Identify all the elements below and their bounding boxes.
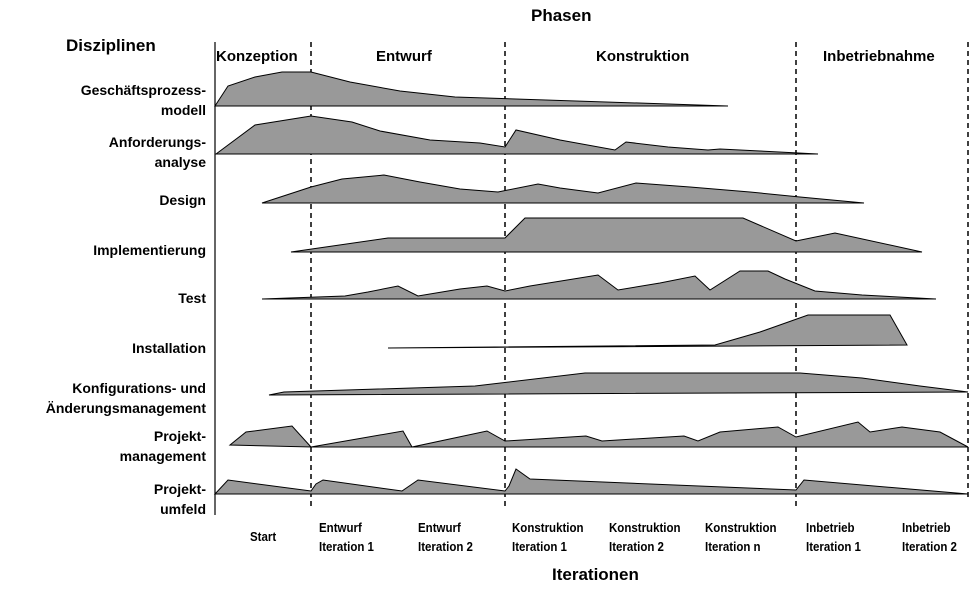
discipline-label-line: modell bbox=[160, 102, 206, 118]
hump-projektmanagement-entwurf bbox=[310, 421, 969, 448]
phase-label-konstruktion: Konstruktion bbox=[596, 48, 690, 65]
phases-title: Phasen bbox=[531, 6, 592, 25]
discipline-label-projektumfeld: Projekt- umfeld bbox=[154, 479, 206, 519]
discipline-label-line: Projekt- bbox=[153, 481, 206, 497]
discipline-label-line: management bbox=[119, 448, 206, 464]
discipline-label-line: Installation bbox=[132, 340, 206, 356]
discipline-label-projektmanagement: Projekt- management bbox=[120, 426, 206, 466]
discipline-label-line: Anforderungs- bbox=[108, 134, 206, 150]
hump-test bbox=[261, 270, 937, 300]
iteration-label-line: Iteration 2 bbox=[902, 540, 957, 554]
phase-label-konzeption: Konzeption bbox=[216, 48, 298, 65]
discipline-label-line: analyse bbox=[154, 154, 206, 170]
iteration-label-inbetrieb-2: Inbetrieb Iteration 2 bbox=[902, 519, 957, 557]
iteration-label-line: Inbetrieb bbox=[806, 521, 855, 535]
iteration-label-inbetrieb-1: Inbetrieb Iteration 1 bbox=[806, 519, 861, 557]
hump-design bbox=[261, 174, 865, 204]
discipline-label-konfigurationsmanagement: Konfigurations- und Änderungsmanagement bbox=[46, 378, 206, 418]
iteration-label-line: Konstruktion bbox=[512, 521, 584, 535]
hump-anforderungsanalyse bbox=[214, 115, 819, 155]
iteration-label-line: Entwurf bbox=[319, 521, 362, 535]
iteration-label-konstruktion-n: Konstruktion Iteration n bbox=[705, 519, 777, 557]
discipline-label-design: Design bbox=[159, 190, 206, 210]
discipline-label-line: Konfigurations- und bbox=[72, 380, 206, 396]
discipline-label-line: Implementierung bbox=[93, 242, 206, 258]
iteration-label-start: Start bbox=[250, 528, 276, 547]
discipline-label-test: Test bbox=[178, 288, 206, 308]
iteration-label-line: Inbetrieb bbox=[902, 521, 951, 535]
hump-konfigurationsmanagement bbox=[268, 372, 969, 396]
iterations-title: Iterationen bbox=[552, 565, 639, 584]
discipline-label-installation: Installation bbox=[132, 338, 206, 358]
discipline-label-line: Geschäftsprozess- bbox=[80, 82, 206, 98]
iteration-label-line: Konstruktion bbox=[609, 521, 681, 535]
discipline-label-line: Projekt- bbox=[153, 428, 206, 444]
iteration-label-line: Iteration 2 bbox=[609, 540, 664, 554]
iteration-label-konstruktion-1: Konstruktion Iteration 1 bbox=[512, 519, 584, 557]
hump-implementierung bbox=[290, 217, 923, 253]
iteration-label-line: Iteration 2 bbox=[418, 540, 473, 554]
discipline-label-line: umfeld bbox=[160, 501, 206, 517]
discipline-label-line: Änderungsmanagement bbox=[45, 400, 206, 416]
iteration-label-line: Iteration n bbox=[705, 540, 761, 554]
phase-label-inbetriebnahme: Inbetriebnahme bbox=[823, 48, 935, 65]
phase-label-entwurf: Entwurf bbox=[376, 48, 432, 65]
discipline-label-geschaeftsprozessmodell: Geschäftsprozess- modell bbox=[81, 80, 206, 120]
iteration-label-konstruktion-2: Konstruktion Iteration 2 bbox=[609, 519, 681, 557]
iteration-label-line: Iteration 1 bbox=[806, 540, 861, 554]
iteration-label-line: Start bbox=[250, 530, 277, 544]
hump-projektumfeld bbox=[213, 468, 969, 495]
hump-geschaeftsprozessmodell bbox=[214, 71, 729, 107]
disciplines-title: Disziplinen bbox=[66, 36, 156, 55]
iteration-label-line: Iteration 1 bbox=[319, 540, 374, 554]
iteration-label-entwurf-1: Entwurf Iteration 1 bbox=[319, 519, 374, 557]
iteration-label-line: Iteration 1 bbox=[512, 540, 567, 554]
discipline-label-implementierung: Implementierung bbox=[93, 240, 206, 260]
discipline-label-line: Test bbox=[178, 290, 206, 306]
discipline-label-anforderungsanalyse: Anforderungs- analyse bbox=[109, 132, 206, 172]
iteration-label-line: Entwurf bbox=[418, 521, 461, 535]
discipline-label-line: Design bbox=[159, 192, 206, 208]
iteration-label-entwurf-2: Entwurf Iteration 2 bbox=[418, 519, 473, 557]
hump-projektmanagement-konzeption bbox=[228, 425, 313, 448]
iteration-label-line: Konstruktion bbox=[705, 521, 777, 535]
hump-installation bbox=[387, 314, 908, 349]
